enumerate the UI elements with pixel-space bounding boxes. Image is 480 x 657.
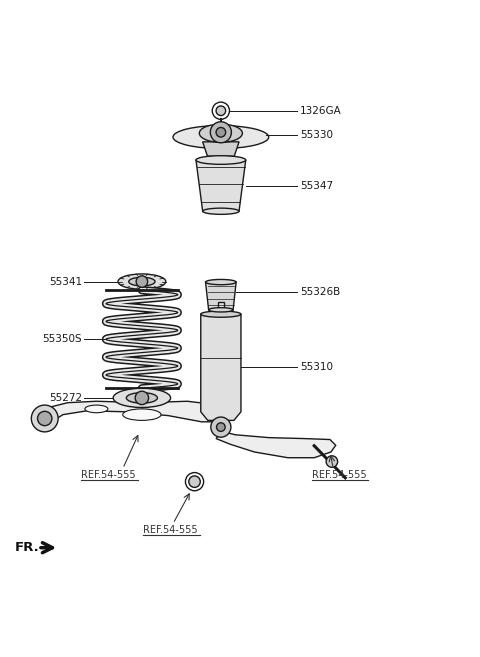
Polygon shape	[203, 142, 239, 156]
Circle shape	[211, 417, 231, 437]
Polygon shape	[201, 314, 241, 420]
Circle shape	[326, 456, 337, 467]
Polygon shape	[205, 282, 236, 310]
Text: FR.: FR.	[15, 541, 40, 555]
Text: REF.54-555: REF.54-555	[312, 470, 366, 480]
Circle shape	[216, 106, 226, 116]
Text: REF.54-555: REF.54-555	[144, 526, 198, 535]
Text: 55341: 55341	[49, 277, 82, 286]
Text: 55350S: 55350S	[42, 334, 82, 344]
Text: 55326B: 55326B	[300, 287, 340, 297]
Ellipse shape	[205, 279, 236, 284]
Ellipse shape	[123, 409, 161, 420]
Ellipse shape	[126, 393, 157, 403]
Ellipse shape	[209, 307, 233, 312]
Text: REF.54-555: REF.54-555	[81, 470, 136, 480]
Ellipse shape	[85, 405, 108, 413]
Circle shape	[216, 423, 225, 432]
Ellipse shape	[129, 277, 155, 286]
Circle shape	[37, 411, 52, 426]
Polygon shape	[196, 160, 246, 212]
Text: 55347: 55347	[300, 181, 333, 191]
Polygon shape	[216, 432, 336, 458]
Polygon shape	[218, 302, 224, 310]
Ellipse shape	[201, 311, 241, 317]
Polygon shape	[41, 401, 220, 425]
Circle shape	[136, 276, 148, 287]
Text: 55272: 55272	[49, 393, 82, 403]
Ellipse shape	[173, 125, 269, 148]
Circle shape	[210, 122, 231, 143]
Ellipse shape	[113, 388, 170, 407]
Text: 55330: 55330	[300, 129, 333, 140]
Circle shape	[189, 476, 200, 487]
Ellipse shape	[196, 156, 246, 164]
Text: 55310: 55310	[300, 362, 333, 373]
Text: 1326GA: 1326GA	[300, 106, 342, 116]
Ellipse shape	[118, 274, 166, 289]
Ellipse shape	[203, 208, 239, 214]
Circle shape	[135, 391, 149, 405]
Circle shape	[216, 127, 226, 137]
Ellipse shape	[199, 124, 242, 143]
Circle shape	[31, 405, 58, 432]
